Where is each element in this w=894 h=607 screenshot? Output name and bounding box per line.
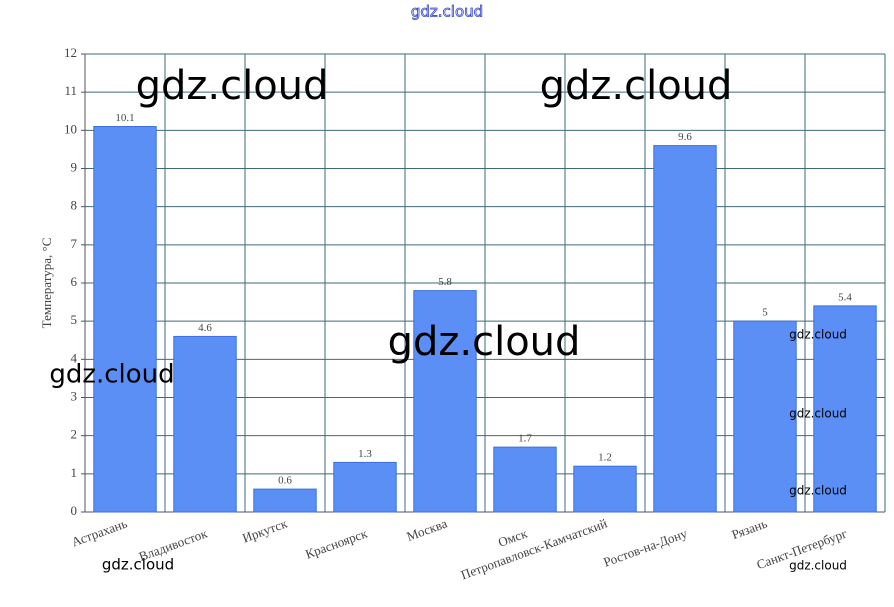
y-tick-label: 5 <box>71 312 78 327</box>
bar <box>653 145 717 513</box>
bar <box>413 290 477 513</box>
value-label: 1.3 <box>358 448 372 460</box>
y-tick-label: 11 <box>64 83 77 98</box>
y-tick-label: 2 <box>71 427 78 442</box>
bar <box>573 465 637 513</box>
value-label: 1.7 <box>518 433 532 445</box>
value-label: 5.4 <box>838 291 852 303</box>
value-label: 9.6 <box>678 131 692 143</box>
value-label: 10.1 <box>115 112 134 124</box>
watermark: gdz.cloud <box>540 63 733 109</box>
x-tick-label: Москва <box>405 515 450 543</box>
watermark: gdz.cloud <box>789 407 847 421</box>
watermark: gdz.cloud <box>789 328 847 342</box>
x-tick-label: Иркутск <box>240 515 289 545</box>
bar <box>253 488 317 513</box>
bar <box>813 305 877 513</box>
x-tick-label: Красноярск <box>303 525 369 561</box>
watermark: gdz.cloud <box>789 559 847 573</box>
watermark: gdz.cloud <box>49 360 174 390</box>
bar <box>493 446 557 513</box>
x-tick-label: Рязань <box>730 516 770 543</box>
y-tick-label: 1 <box>71 465 78 480</box>
x-tick-label: Астрахань <box>69 516 129 550</box>
y-tick-label: 12 <box>64 45 77 60</box>
y-tick-label: 0 <box>71 503 78 518</box>
value-label: 4.6 <box>198 322 212 334</box>
bar <box>173 335 237 513</box>
watermark: gdz.cloud <box>789 484 847 498</box>
y-tick-label: 3 <box>71 388 78 403</box>
y-tick-label: 10 <box>64 121 77 136</box>
chart-title: gdz.cloud <box>411 3 483 21</box>
value-label: 5.8 <box>438 276 452 288</box>
value-label: 1.2 <box>598 452 612 464</box>
x-tick-label: Петропавловск-Камчатский <box>459 516 609 583</box>
watermark: gdz.cloud <box>388 319 581 365</box>
y-tick-label: 6 <box>71 274 78 289</box>
bar <box>733 320 797 513</box>
y-tick-label: 7 <box>71 236 78 251</box>
y-tick-label: 4 <box>71 350 78 365</box>
y-axis-label: Температура, °C <box>39 238 54 329</box>
x-tick-label: Ростов-на-Дону <box>601 525 689 569</box>
bar <box>93 126 157 513</box>
watermark: gdz.cloud <box>136 63 329 109</box>
watermark: gdz.cloud <box>102 556 174 574</box>
y-tick-label: 9 <box>71 159 78 174</box>
value-label: 5 <box>762 307 768 319</box>
bar <box>333 461 397 513</box>
value-label: 0.6 <box>278 475 292 487</box>
y-tick-label: 8 <box>71 198 78 213</box>
